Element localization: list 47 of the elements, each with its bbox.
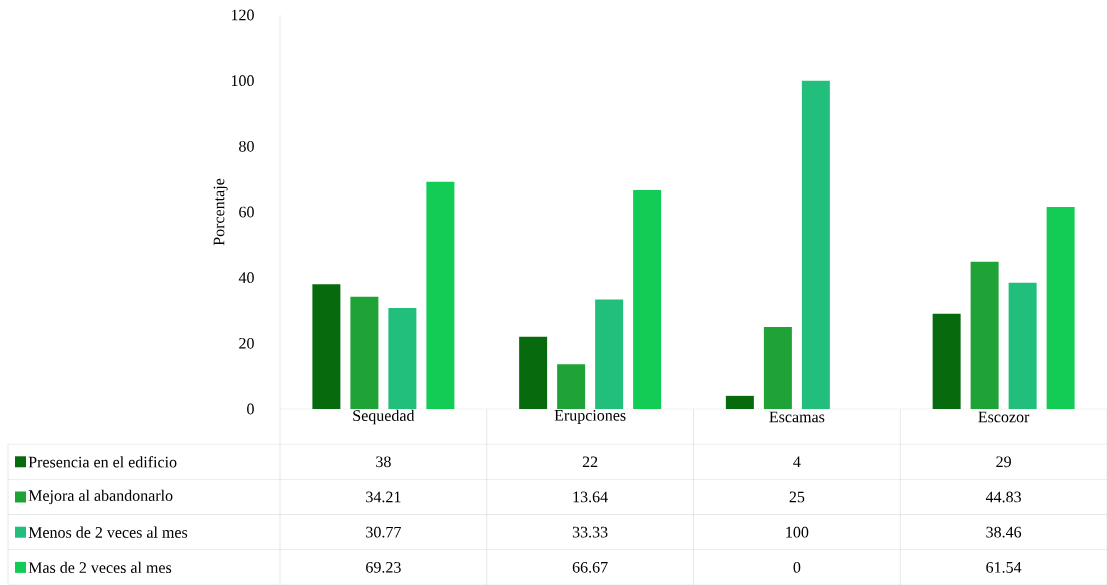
data-label: 30.77 [366,526,401,538]
data-label: 38.46 [986,526,1022,538]
bar [633,190,662,409]
legend-label: Menos de 2 veces al mes [28,526,188,538]
x-tick-label: Erupciones [554,409,626,424]
data-label: 34.21 [366,491,401,503]
bar [312,284,341,409]
bar [426,181,455,409]
data-label: 69.23 [366,561,401,573]
x-tick-label: Escamas [769,411,825,423]
bar [970,261,999,409]
data-label: 44.83 [985,491,1021,503]
x-tick-label: Sequedad [353,409,415,425]
y-tick-label: 80 [239,140,254,152]
bar [519,336,548,409]
data-label: 38 [376,456,391,468]
y-tick-label: 60 [239,206,254,218]
data-label: 4 [793,456,801,468]
y-tick-label: 40 [238,272,254,284]
bar [725,395,754,409]
bar [1046,206,1075,409]
data-label: 25 [789,491,805,503]
data-label: 33.33 [572,526,608,538]
bar [932,313,961,409]
bar [595,299,624,409]
x-tick-label: Escozor [978,411,1030,423]
data-label: 100 [786,526,809,538]
y-axis-title: Porcentaje [213,178,228,246]
legend-label: Mejora al abandonarlo [28,489,173,505]
bar [350,296,379,409]
bar [557,364,586,409]
y-tick-label: 20 [239,337,254,349]
data-label: 22 [582,456,598,468]
y-tick-label: 0 [247,403,254,415]
bar [1008,282,1037,409]
bar [763,326,792,409]
legend-label: Presencia en el edificio [28,456,177,468]
data-label: 66.67 [572,561,608,573]
data-label: 29 [996,456,1011,468]
bar [388,307,417,409]
data-label: 61.54 [986,561,1022,573]
data-label: 13.64 [573,491,608,503]
bar [801,80,830,409]
legend-label: Mas de 2 veces al mes [28,561,172,574]
y-tick-label: 100 [231,75,254,87]
y-tick-label: 120 [231,9,254,21]
data-label: 0 [793,561,801,573]
